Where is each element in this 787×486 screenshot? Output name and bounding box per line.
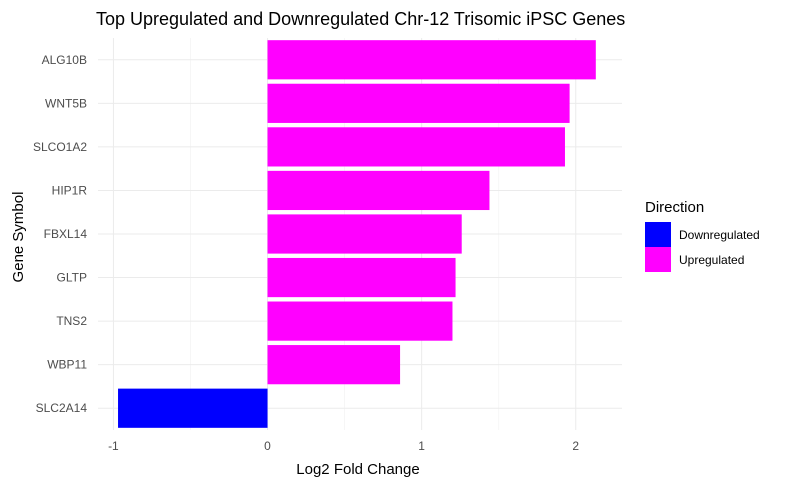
bar-fbxl14 [267,214,462,254]
y-tick-label: HIP1R [52,183,88,197]
legend-items: Downregulated Upregulated [645,222,760,272]
bar-tns2 [267,301,453,341]
bar-slco1a2 [267,127,565,167]
x-tick-label: 1 [418,439,425,453]
legend-label-downregulated: Downregulated [679,228,760,242]
y-tick-label: WNT5B [45,96,87,110]
bar-alg10b [267,40,596,80]
x-tick-labels: -1 0 1 2 [108,439,579,453]
y-tick-label: GLTP [57,271,87,285]
y-tick-label: ALG10B [42,53,87,67]
bar-hip1r [267,170,490,211]
bar-wnt5b [267,83,570,123]
legend: Direction Downregulated Upregulated [645,199,760,272]
legend-label-upregulated: Upregulated [679,253,744,267]
y-tick-label: SLCO1A2 [33,140,87,154]
legend-title: Direction [645,199,704,216]
y-tick-labels: ALG10B WNT5B SLCO1A2 HIP1R FBXL14 GLTP TNS2 WBP… [33,53,87,415]
y-axis-title: Gene Symbol [10,192,27,283]
chart-title: Top Upregulated and Downregulated Chr-12… [96,9,625,29]
legend-swatch-upregulated [645,247,671,272]
bars [118,40,596,428]
x-tick-label: 0 [264,439,271,453]
x-tick-label: -1 [108,439,119,453]
x-tick-label: 2 [572,439,579,453]
bar-slc2a14 [118,388,268,428]
y-tick-label: WBP11 [47,358,87,372]
bar-wbp11 [267,345,401,385]
x-axis-title: Log2 Fold Change [296,461,419,478]
y-tick-label: FBXL14 [44,227,88,241]
bar-gltp [267,257,456,298]
y-tick-label: TNS2 [56,314,87,328]
legend-swatch-downregulated [645,222,671,247]
y-tick-label: SLC2A14 [36,401,88,415]
